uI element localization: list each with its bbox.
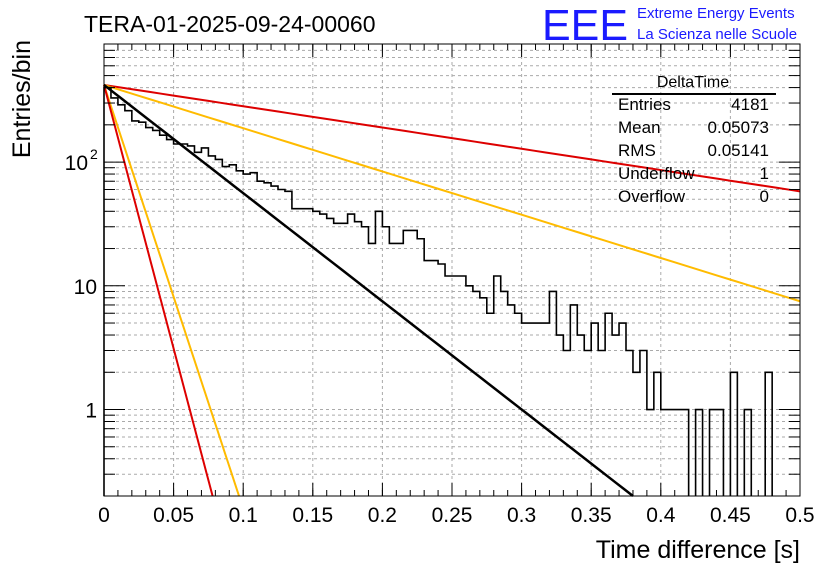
stats-value: 0 xyxy=(760,187,769,206)
y-tick-label: 1 xyxy=(85,400,97,423)
band-curve xyxy=(103,84,214,497)
axis-ticks xyxy=(103,43,801,497)
x-tick-label: 0.1 xyxy=(229,504,258,527)
x-tick-label: 0.5 xyxy=(785,504,814,527)
logo-line-1: Extreme Energy Events xyxy=(637,5,795,22)
x-tick-label: 0.35 xyxy=(571,504,612,527)
x-tick-label: 0.3 xyxy=(507,504,536,527)
y-axis-label: Entries/bin xyxy=(8,40,36,158)
stats-box: DeltaTime Entries 4181 Mean 0.05073 RMS … xyxy=(612,74,776,206)
x-tick-label: 0.2 xyxy=(368,504,397,527)
band-curve xyxy=(103,84,240,497)
x-axis-label: Time difference [s] xyxy=(596,536,800,564)
band-curves xyxy=(103,83,801,497)
x-tick-label: 0.4 xyxy=(646,504,676,527)
stats-label: Entries xyxy=(618,95,671,114)
y-tick-label: 10 xyxy=(65,152,88,175)
fit-line xyxy=(103,83,634,497)
eee-logo: EEE xyxy=(542,1,628,50)
band-curve xyxy=(103,83,801,303)
y-tick-exponent: 2 xyxy=(90,146,98,162)
x-tick-label: 0.45 xyxy=(710,504,751,527)
stats-value: 1 xyxy=(760,164,769,183)
band-curve xyxy=(103,83,801,193)
y-tick-label: 10 xyxy=(74,276,97,299)
histogram-outline xyxy=(103,86,773,496)
fit-curve xyxy=(103,83,634,497)
stats-title: DeltaTime xyxy=(657,74,729,91)
x-tick-label: 0.15 xyxy=(292,504,333,527)
stats-value: 0.05141 xyxy=(708,141,769,160)
x-tick-label: 0.25 xyxy=(432,504,473,527)
run-title: TERA-01-2025-09-24-00060 xyxy=(84,11,376,37)
histogram xyxy=(103,86,773,496)
stats-value: 0.05073 xyxy=(708,118,769,137)
tick-labels: 0 0.05 0.1 0.15 0.2 0.25 0.3 0.35 0.4 0.45 0.51101… xyxy=(65,146,815,527)
x-tick-label: 0.05 xyxy=(153,504,194,527)
stats-label: RMS xyxy=(618,141,656,160)
logo-line-2: La Scienza nelle Scuole xyxy=(637,26,797,43)
stats-label: Underflow xyxy=(618,164,695,183)
stats-value: 4181 xyxy=(731,95,769,114)
x-tick-label: 0 xyxy=(98,504,110,527)
stats-label: Overflow xyxy=(618,187,686,206)
stats-label: Mean xyxy=(618,118,661,137)
